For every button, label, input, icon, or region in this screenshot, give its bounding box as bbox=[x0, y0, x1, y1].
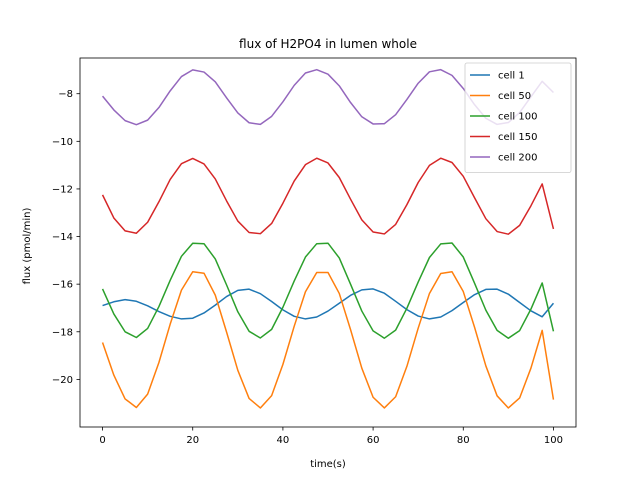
x-axis: 0 20 40 60 80 100 bbox=[99, 427, 563, 446]
y-tick-label: −18 bbox=[52, 327, 73, 338]
y-tick-label: −8 bbox=[58, 89, 73, 100]
y-tick-label: −10 bbox=[52, 137, 73, 148]
plot-frame bbox=[79, 57, 577, 428]
plot-area bbox=[79, 57, 577, 428]
series-line-cell-100 bbox=[101, 242, 555, 339]
x-axis-label: time(s) bbox=[310, 459, 346, 470]
x-tick-label: 100 bbox=[544, 435, 563, 446]
x-tick-label: 20 bbox=[186, 435, 199, 446]
series-line-cell-50 bbox=[101, 271, 555, 409]
legend-label: cell 100 bbox=[498, 112, 537, 123]
legend: cell 1 cell 50 cell 100 cell 150 cell 200 bbox=[464, 62, 572, 173]
legend-label: cell 50 bbox=[498, 91, 531, 102]
legend-box bbox=[464, 62, 572, 173]
x-tick-label: 40 bbox=[277, 435, 290, 446]
y-axis-label: flux (pmol/min) bbox=[22, 208, 33, 285]
y-axis: −20 −18 −16 −14 −12 −10 −8 bbox=[52, 89, 80, 386]
legend-label: cell 150 bbox=[498, 132, 537, 143]
y-tick-label: −16 bbox=[52, 280, 73, 291]
y-tick-label: −14 bbox=[52, 232, 73, 243]
x-tick-label: 0 bbox=[99, 435, 105, 446]
series-line-cell-150 bbox=[101, 157, 555, 235]
legend-label: cell 200 bbox=[498, 153, 537, 164]
y-tick-label: −12 bbox=[52, 184, 73, 195]
x-tick-label: 80 bbox=[457, 435, 470, 446]
x-tick-label: 60 bbox=[367, 435, 380, 446]
legend-label: cell 1 bbox=[498, 71, 525, 82]
y-tick-label: −20 bbox=[52, 375, 73, 386]
chart-title: flux of H2PO4 in lumen whole bbox=[239, 37, 417, 51]
